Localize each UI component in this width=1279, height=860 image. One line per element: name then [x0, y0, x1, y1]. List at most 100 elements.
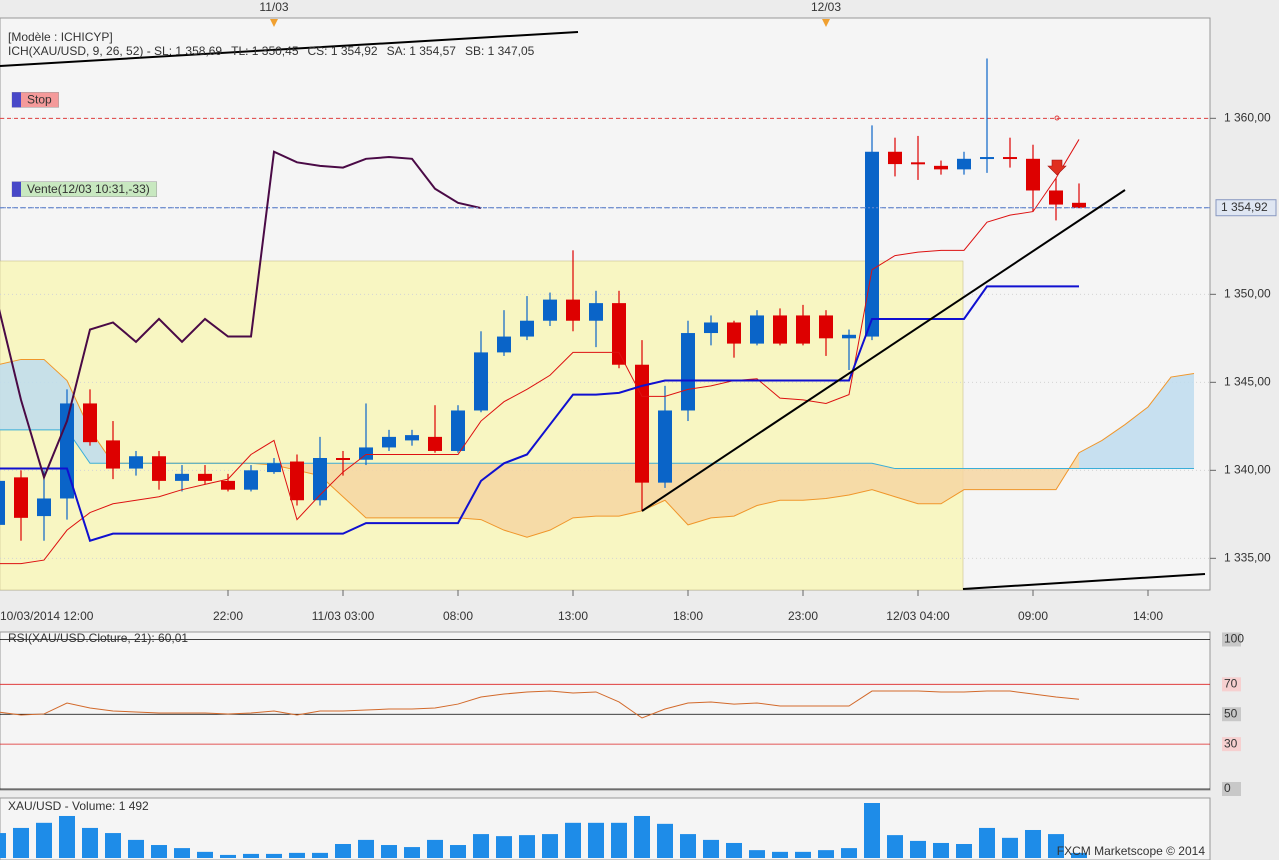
candle-body — [1003, 157, 1017, 160]
volume-bar — [496, 836, 512, 858]
volume-bar — [1071, 852, 1087, 858]
indicator-line — [0, 150, 482, 481]
volume-bar — [59, 815, 75, 858]
trend-line — [962, 573, 1206, 590]
x-tick-label: 08:00 — [443, 609, 473, 623]
cloud-segment — [1056, 452, 1079, 490]
candle-body — [382, 436, 396, 448]
candle-body — [244, 470, 258, 490]
cloud-segment — [734, 463, 757, 517]
volume-bar — [634, 815, 650, 858]
candle-body — [589, 303, 603, 321]
y-tick-label: 1 350,00 — [1224, 286, 1271, 300]
volume-bar — [841, 848, 857, 858]
volume-bar — [818, 850, 834, 858]
level-label-box — [1222, 737, 1241, 752]
current-price-label: 1 354,92 — [1221, 200, 1268, 214]
order-icon — [12, 92, 21, 108]
cloud-segment — [803, 463, 826, 501]
candle-body — [819, 315, 833, 339]
candle-body — [1072, 202, 1086, 208]
candle-body — [37, 498, 51, 517]
volume-bar — [1002, 837, 1018, 858]
candle-body — [980, 157, 994, 160]
trend-line — [0, 31, 579, 67]
under-layer — [0, 260, 964, 591]
cloud-segment — [389, 463, 412, 518]
volume-bar — [266, 853, 282, 858]
candle-body — [175, 473, 189, 481]
candle-body — [520, 320, 534, 337]
candle-body — [0, 480, 5, 525]
cloud-segment — [550, 463, 573, 531]
panel-title: XAU/USD - Volume: 1 492 — [8, 799, 149, 813]
candle-body — [957, 158, 971, 170]
cloud-segment — [987, 468, 1010, 490]
cloud-segment — [757, 463, 780, 506]
candle-body — [405, 435, 419, 441]
candle-body — [773, 315, 787, 344]
candle-body — [543, 299, 557, 321]
candle-body — [221, 480, 235, 490]
volume-bar — [197, 851, 213, 858]
candle-body — [704, 322, 718, 334]
volume-bar — [174, 848, 190, 858]
y-tick-label: 70 — [1224, 677, 1238, 691]
footer: FXCM Marketscope © 2014 — [1057, 844, 1206, 858]
volume-bar — [749, 850, 765, 858]
candle-body — [566, 299, 580, 321]
y-tick-label: 1 335,00 — [1224, 550, 1271, 564]
candle-body — [934, 165, 948, 170]
volume-bar — [450, 845, 466, 858]
volume-bar — [1025, 829, 1041, 858]
candle-body — [635, 364, 649, 483]
candle-body — [497, 336, 511, 353]
x-tick-label: 18:00 — [673, 609, 703, 623]
panel-title: RSI(XAU/USD.Cloture, 21): 60,01 — [8, 631, 188, 645]
candle-body — [1026, 158, 1040, 191]
volume-bar — [128, 839, 144, 858]
level-label-box — [1222, 707, 1241, 722]
candle-body — [267, 463, 281, 473]
y-tick-label: 100 — [1224, 632, 1244, 646]
volume-bar — [611, 822, 627, 858]
volume-bar — [1048, 834, 1064, 858]
cloud-segment — [1033, 468, 1056, 490]
volume-bar — [13, 827, 29, 858]
cloud-segment — [504, 463, 527, 538]
cloud-segment — [780, 463, 803, 501]
day-marker-arrow — [822, 19, 830, 27]
volume-bar — [933, 842, 949, 858]
trend-line — [641, 189, 1126, 512]
rsi-panel — [0, 631, 1211, 791]
y-tick-label: 0 — [1224, 781, 1231, 795]
y-tick-label: 1 360,00 — [1224, 110, 1271, 124]
candle-body — [198, 473, 212, 481]
candle-body — [612, 303, 626, 365]
volume-bar — [657, 823, 673, 858]
x-tick-label: 23:00 — [788, 609, 818, 623]
cloud-segment — [435, 463, 458, 518]
indicator-line — [0, 285, 1079, 542]
model-label: [Modèle : ICHICYP] — [8, 30, 113, 44]
order-icon — [12, 181, 21, 197]
volume-bar — [772, 851, 788, 858]
legend-entry: ICH(XAU/USD, 9, 26, 52) - SL: 1 358,69 — [8, 44, 222, 58]
cloud-segment — [573, 463, 596, 518]
x-tick-label: 13:00 — [558, 609, 588, 623]
volume-bar — [0, 833, 6, 858]
x-tick-label: 22:00 — [213, 609, 243, 623]
cloud-segment — [1102, 424, 1125, 469]
legend-entry: CS: 1 354,92 — [308, 44, 378, 58]
volume-bar — [335, 843, 351, 858]
candle-body — [681, 333, 695, 411]
volume-bar — [910, 840, 926, 858]
cloud-segment — [1125, 406, 1148, 469]
x-tick-label: 11/03 03:00 — [312, 609, 375, 623]
volume-bar — [473, 834, 489, 858]
legend-entry: TL: 1 350,45 — [231, 44, 299, 58]
volume-bar — [887, 835, 903, 858]
legend-entry: SB: 1 347,05 — [465, 44, 535, 58]
volume-bar — [381, 845, 397, 858]
